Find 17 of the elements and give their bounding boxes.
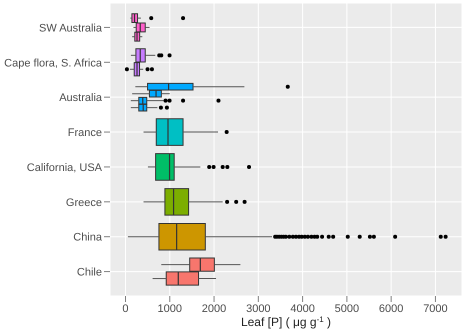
x-tick-label: 7000 <box>423 302 448 315</box>
y-tick-label: France <box>68 127 102 140</box>
x-tick-label: 3000 <box>246 302 271 315</box>
x-tick-label: 1000 <box>158 302 182 315</box>
y-tick-label: SW Australia <box>39 22 103 34</box>
x-tick-label: 0 <box>122 302 129 315</box>
x-tick-label: 6000 <box>378 302 404 315</box>
y-tick-label: Australia <box>59 92 103 104</box>
y-tick-label: Greece <box>66 196 102 209</box>
x-axis-title: Leaf [P] ( μg g$^{-1}$ ) <box>240 314 332 329</box>
y-tick-label: China <box>73 232 103 244</box>
x-tick-label: 2000 <box>202 302 226 315</box>
y-tick-label: Cape flora, S. Africa <box>4 57 103 70</box>
x-tick-label: 5000 <box>334 302 360 315</box>
y-tick-label: California, USA <box>26 162 103 174</box>
y-tick-label: Chile <box>76 266 102 279</box>
x-tick-label: 4000 <box>290 302 315 315</box>
